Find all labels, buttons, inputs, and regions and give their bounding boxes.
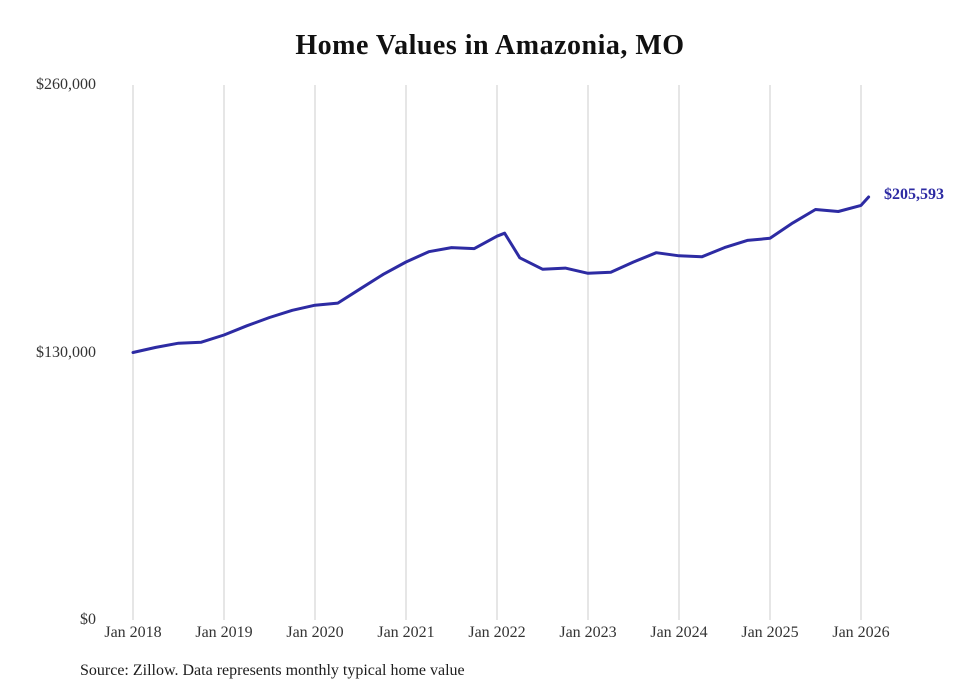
x-tick-label: Jan 2025 [741,624,799,641]
value-line [131,195,871,354]
x-tick-label: Jan 2022 [468,624,526,641]
x-tick-label: Jan 2024 [650,624,708,641]
y-tick-label: $0 [80,611,96,628]
y-tick-label: $130,000 [36,343,96,361]
x-tick-label: Jan 2020 [286,624,344,641]
x-tick-label: Jan 2021 [377,624,435,641]
source-note: Source: Zillow. Data represents monthly … [80,662,465,679]
gridlines [132,85,862,620]
x-tick-label: Jan 2023 [559,624,617,641]
x-tick-label: Jan 2019 [195,624,253,641]
chart-title: Home Values in Amazonia, MO [295,30,685,61]
x-tick-label: Jan 2026 [832,624,890,641]
x-tick-label: Jan 2018 [104,624,162,641]
y-tick-label: $260,000 [36,76,96,93]
latest-value-label: $205,593 [884,186,944,203]
